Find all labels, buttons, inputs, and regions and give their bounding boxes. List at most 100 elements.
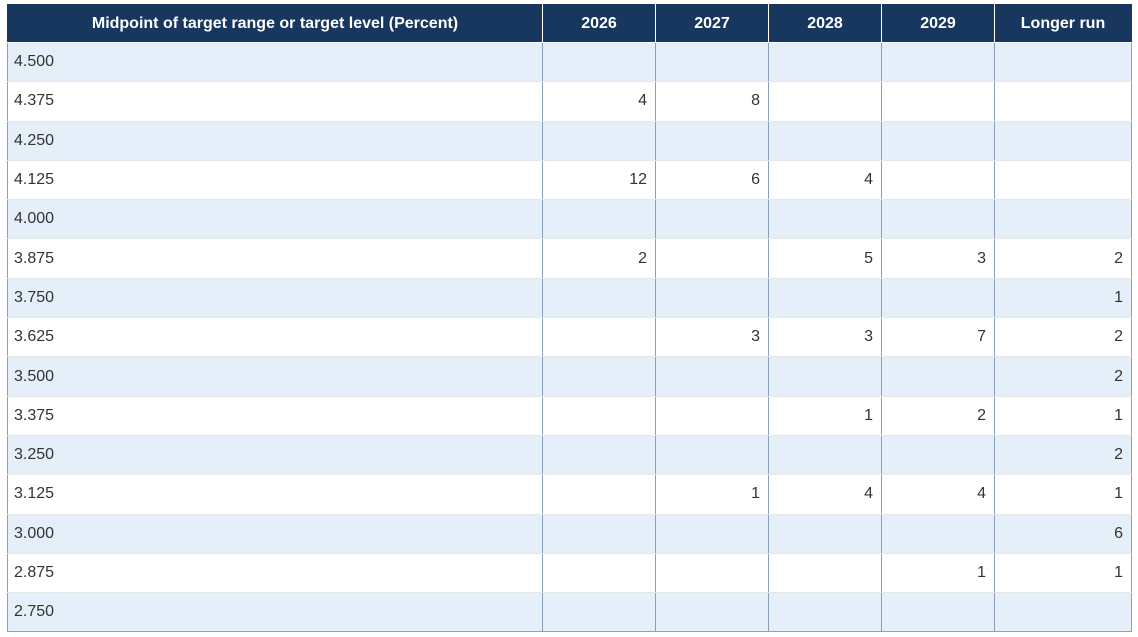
count-cell-2026 [542,121,656,161]
table-row: 3.125 1 4 4 1 [7,474,1132,515]
projection-table: Midpoint of target range or target level… [7,4,1132,633]
count-cell-2027 [655,356,769,397]
count-cell-2029 [881,356,995,397]
table-row: 2.750 [7,592,1132,633]
count-cell-longer-run [994,81,1132,122]
count-cell-2027 [655,592,769,633]
count-cell-longer-run: 6 [994,514,1132,554]
count-cell-2026 [542,474,656,515]
table-row: 4.375 4 8 [7,81,1132,122]
rate-cell: 3.875 [7,238,543,279]
table-body: 4.500 4.375 4 8 4.250 4.125 12 6 4 4.000 3.875 2 5 3 2… [7,42,1132,633]
count-cell-longer-run: 2 [994,356,1132,397]
table-row: 4.500 [7,42,1132,83]
count-cell-2027 [655,514,769,554]
table-row: 2.875 1 1 [7,553,1132,594]
count-cell-longer-run: 1 [994,474,1132,515]
table-row: 3.750 1 [7,278,1132,319]
count-cell-2026: 12 [542,160,656,201]
rate-cell: 4.125 [7,160,543,201]
count-cell-2029 [881,42,995,83]
count-cell-2029: 4 [881,474,995,515]
count-cell-2027 [655,121,769,161]
column-header-2029: 2029 [881,4,995,43]
table-row: 3.000 6 [7,514,1132,554]
column-header-2026: 2026 [542,4,656,43]
count-cell-2028 [768,356,882,397]
count-cell-2026 [542,514,656,554]
count-cell-2026: 2 [542,238,656,279]
count-cell-2027 [655,238,769,279]
count-cell-longer-run: 2 [994,238,1132,279]
count-cell-2028 [768,278,882,319]
count-cell-2028 [768,592,882,633]
count-cell-longer-run [994,592,1132,633]
count-cell-2028 [768,199,882,240]
count-cell-2026: 4 [542,81,656,122]
count-cell-longer-run [994,121,1132,161]
rate-cell: 3.625 [7,317,543,358]
count-cell-2026 [542,317,656,358]
rate-cell: 3.250 [7,435,543,476]
column-header-rate: Midpoint of target range or target level… [7,4,543,43]
count-cell-2027: 3 [655,317,769,358]
count-cell-longer-run [994,160,1132,201]
rate-cell: 3.125 [7,474,543,515]
rate-cell: 3.500 [7,356,543,397]
table-row: 3.625 3 3 7 2 [7,317,1132,358]
count-cell-2026 [542,435,656,476]
column-header-2028: 2028 [768,4,882,43]
rate-cell: 4.000 [7,199,543,240]
count-cell-2028 [768,553,882,594]
table-row: 4.125 12 6 4 [7,160,1132,201]
count-cell-longer-run: 2 [994,435,1132,476]
count-cell-2028: 5 [768,238,882,279]
rate-cell: 4.250 [7,121,543,161]
count-cell-2028 [768,42,882,83]
count-cell-2029 [881,592,995,633]
count-cell-2026 [542,592,656,633]
rate-cell: 3.375 [7,396,543,436]
count-cell-2028 [768,81,882,122]
rate-cell: 4.500 [7,42,543,83]
count-cell-2029 [881,199,995,240]
count-cell-2028 [768,121,882,161]
count-cell-2029 [881,121,995,161]
rate-cell: 2.750 [7,592,543,633]
count-cell-longer-run: 1 [994,396,1132,436]
rate-cell: 2.875 [7,553,543,594]
count-cell-2027 [655,199,769,240]
count-cell-2028: 4 [768,160,882,201]
table-row: 3.875 2 5 3 2 [7,238,1132,279]
count-cell-2028 [768,514,882,554]
count-cell-2028: 1 [768,396,882,436]
count-cell-longer-run: 1 [994,278,1132,319]
count-cell-2027 [655,278,769,319]
column-header-longer-run: Longer run [994,4,1132,43]
count-cell-2029: 1 [881,553,995,594]
table-row: 3.375 1 2 1 [7,396,1132,436]
rate-cell: 3.000 [7,514,543,554]
count-cell-2026 [542,396,656,436]
count-cell-2027 [655,42,769,83]
count-cell-2026 [542,553,656,594]
count-cell-2026 [542,42,656,83]
table-row: 4.000 [7,199,1132,240]
table-row: 3.250 2 [7,435,1132,476]
count-cell-2026 [542,199,656,240]
rate-cell: 4.375 [7,81,543,122]
count-cell-2029: 3 [881,238,995,279]
count-cell-longer-run [994,42,1132,83]
column-header-2027: 2027 [655,4,769,43]
count-cell-2029 [881,514,995,554]
count-cell-2027: 6 [655,160,769,201]
count-cell-2029 [881,160,995,201]
count-cell-2029: 2 [881,396,995,436]
count-cell-2027: 1 [655,474,769,515]
count-cell-2029 [881,81,995,122]
table-row: 4.250 [7,121,1132,161]
count-cell-longer-run: 1 [994,553,1132,594]
count-cell-2028 [768,435,882,476]
count-cell-longer-run: 2 [994,317,1132,358]
count-cell-2028: 3 [768,317,882,358]
